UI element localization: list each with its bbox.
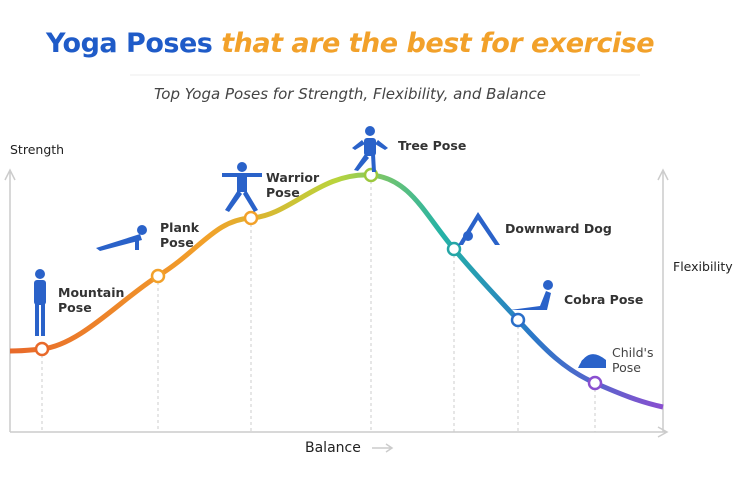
title-accent: that are the best for exercise — [221, 28, 655, 59]
pose-marker — [34, 341, 50, 357]
markers — [34, 167, 603, 391]
y-axis-label: Strength — [10, 142, 65, 157]
icon-plank — [96, 225, 147, 251]
icon-mountain — [34, 269, 46, 336]
pose-marker — [446, 241, 462, 257]
pose-label: Mountain Pose — [58, 285, 125, 315]
pose-marker — [150, 268, 166, 284]
subtitle: Top Yoga Poses for Strength, Flexibility… — [154, 85, 546, 103]
pose-label: Warrior Pose — [266, 170, 320, 200]
pose-label: Tree Pose — [398, 138, 467, 153]
y2-axis-label: Flexibility — [673, 259, 733, 274]
pose-label: Cobra Pose — [564, 292, 644, 307]
icon-cobra — [510, 280, 553, 310]
pose-marker — [243, 210, 259, 226]
icons — [34, 126, 606, 368]
icon-tree — [352, 126, 388, 172]
x-axis-label: Balance — [305, 440, 361, 456]
pose-marker — [510, 312, 526, 328]
icon-warrior — [222, 162, 262, 212]
pose-label: Downward Dog — [505, 221, 612, 236]
icon-childs — [578, 354, 606, 368]
guide-lines — [41, 175, 596, 432]
axes — [4, 168, 669, 453]
icon-downward-dog — [458, 212, 500, 245]
title: Yoga Poses that are the best for exercis… — [0, 28, 700, 59]
pose-label: Child's Pose — [612, 345, 654, 375]
title-main: Yoga Poses — [45, 28, 213, 59]
pose-marker — [587, 375, 603, 391]
pose-label: Plank Pose — [160, 220, 200, 250]
